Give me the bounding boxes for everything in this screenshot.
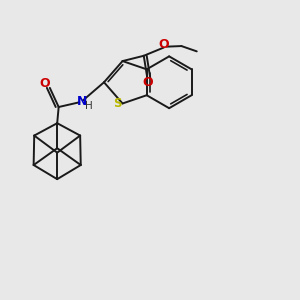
Text: H: H: [85, 101, 93, 111]
Text: S: S: [113, 97, 122, 110]
Text: N: N: [76, 95, 87, 108]
Text: O: O: [142, 76, 153, 89]
Text: O: O: [159, 38, 170, 51]
Text: O: O: [39, 77, 50, 90]
